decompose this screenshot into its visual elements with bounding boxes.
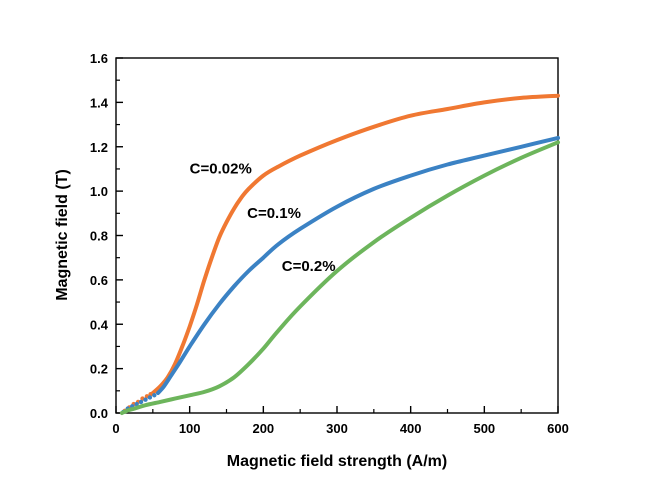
series-layer	[119, 93, 560, 415]
y-tick-label: 0.2	[90, 362, 108, 377]
y-tick-label: 0.6	[90, 273, 108, 288]
x-tick-label: 500	[473, 421, 495, 436]
series-c-0-1-point	[138, 399, 144, 405]
y-axis-title: Magnetic field (T)	[54, 169, 71, 301]
series-c-0-1-line	[156, 135, 560, 395]
series-label: C=0.02%	[190, 160, 252, 177]
x-tick-label: 0	[112, 421, 119, 436]
y-tick-label: 0.4	[90, 317, 109, 332]
y-tick-label: 0.0	[90, 406, 108, 421]
x-tick-label: 600	[547, 421, 569, 436]
series-c-0-1-point	[134, 401, 139, 407]
y-tick-label: 1.0	[90, 184, 108, 199]
x-tick-label: 300	[326, 421, 348, 436]
x-tick-label: 400	[400, 421, 422, 436]
series-c-0-1-point	[152, 393, 157, 398]
x-tick-label: 200	[252, 421, 274, 436]
series-c-0-2-line	[119, 140, 560, 415]
series-c-0-1-point	[143, 397, 148, 402]
series-c-0-1-point	[147, 395, 153, 400]
x-tick-label: 100	[179, 421, 201, 436]
x-tick-labels: 0 100 200 300 400 500 600	[112, 421, 568, 436]
annotation-layer: C=0.02% C=0.1% C=0.2%	[190, 160, 336, 275]
x-axis-title: Magnetic field strength (A/m)	[227, 453, 447, 470]
series-c-0-02-line	[150, 93, 560, 395]
series-label: C=0.1%	[247, 205, 301, 222]
y-tick-label: 1.4	[90, 95, 109, 110]
y-tick-label: 1.2	[90, 140, 108, 155]
tick-marks	[115, 57, 559, 414]
series-label: C=0.2%	[282, 258, 336, 275]
y-tick-label: 1.6	[90, 51, 108, 66]
y-tick-labels: 0.0 0.2 0.4 0.6 0.8 1.0 1.2 1.4 1.6	[90, 51, 109, 421]
y-tick-label: 0.8	[90, 229, 108, 244]
